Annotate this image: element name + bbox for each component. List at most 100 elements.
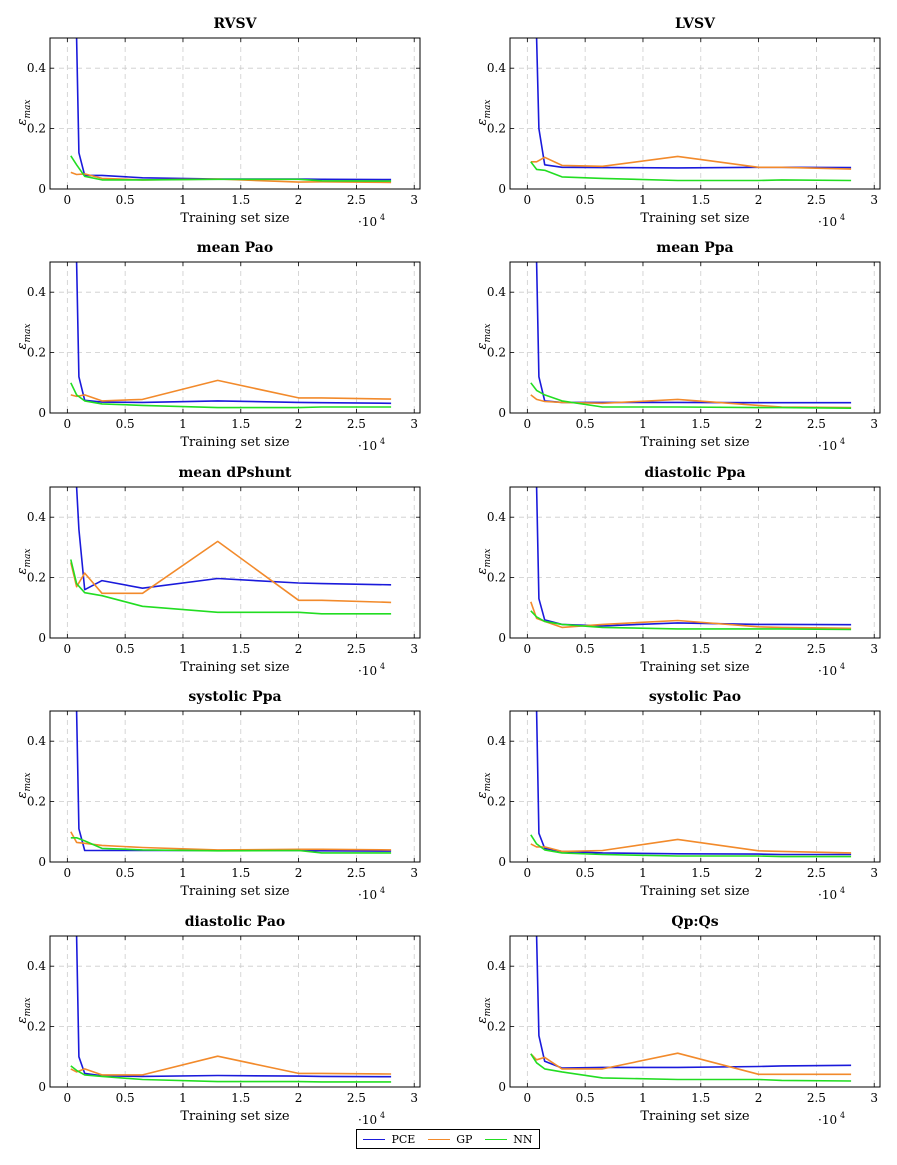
series-line-nn — [530, 834, 852, 858]
x-tick-label: 0 — [524, 1091, 532, 1105]
series-line-pce — [535, 487, 852, 627]
legend: PCE GP NN — [356, 1129, 540, 1149]
series-line-pce — [535, 38, 852, 169]
legend-swatch-gp — [428, 1138, 451, 1140]
x-tick-label: 2.5 — [807, 866, 826, 880]
x-tick-label: 2 — [755, 642, 763, 656]
y-tick-label: 0.4 — [27, 510, 46, 524]
x-scale-factor: ·10 — [818, 888, 837, 902]
x-tick-label: 3 — [410, 417, 418, 431]
y-tick-label: 0.2 — [487, 122, 506, 136]
series-line-nn — [70, 1065, 392, 1083]
x-scale-factor: ·10 — [818, 1113, 837, 1127]
series-line-pce — [535, 262, 852, 404]
series-group — [70, 38, 392, 184]
subplot: mean Ppa 0 0.5 1 1.5 2 2.5 3 0 0.2 0.4 Training set… — [475, 240, 881, 453]
x-tick-label: 0.5 — [576, 866, 595, 880]
series-line-gp — [70, 831, 392, 851]
x-tick-label: 0.5 — [576, 1091, 595, 1105]
y-axis-label-subscript: max — [23, 773, 33, 792]
plot-frame — [49, 935, 421, 1088]
y-axis-label-subscript: max — [23, 100, 33, 119]
y-tick-label: 0.2 — [27, 571, 46, 585]
subplot-title: Qp:Qs — [671, 914, 718, 930]
y-tick-label: 0 — [498, 631, 506, 645]
y-tick-label: 0.4 — [487, 959, 506, 973]
y-tick-label: 0 — [498, 1080, 506, 1094]
y-tick-label: 0.4 — [487, 61, 506, 75]
x-scale-exponent: 4 — [380, 1111, 385, 1120]
series-line-pce — [75, 936, 392, 1078]
x-scale-exponent: 4 — [840, 886, 845, 895]
series-line-nn — [530, 161, 852, 182]
subplot-title: systolic Pao — [649, 689, 741, 705]
x-tick-label: 2 — [295, 642, 303, 656]
x-tick-label: 1.5 — [231, 1091, 250, 1105]
y-axis-label-subscript: max — [483, 100, 493, 119]
y-tick-label: 0.4 — [27, 959, 46, 973]
legend-item-nn: NN — [485, 1133, 533, 1146]
plot-frame — [509, 935, 881, 1088]
series-line-gp — [530, 601, 852, 630]
x-tick-label: 1 — [639, 1091, 647, 1105]
y-axis-label: ε — [15, 568, 30, 575]
series-line-nn — [70, 155, 392, 182]
y-tick-label: 0.4 — [27, 734, 46, 748]
x-tick-label: 1.5 — [231, 417, 250, 431]
x-tick-label: 0.5 — [116, 417, 135, 431]
x-tick-label: 0.5 — [116, 1091, 135, 1105]
plot-frame — [509, 261, 881, 414]
y-tick-label: 0.4 — [487, 510, 506, 524]
series-line-gp — [70, 540, 392, 604]
y-axis-label: ε — [15, 1017, 30, 1024]
series-line-gp — [530, 1052, 852, 1076]
series-line-nn — [70, 559, 392, 615]
x-tick-label: 1 — [179, 193, 187, 207]
series-group — [530, 262, 852, 409]
x-tick-label: 2.5 — [347, 866, 366, 880]
y-axis-label-subscript: max — [483, 773, 493, 792]
subplot: RVSV 0 0.5 1 1.5 2 2.5 3 0 0.2 0.4 Training set siz… — [15, 16, 421, 229]
x-tick-label: 0 — [64, 1091, 72, 1105]
series-line-pce — [75, 711, 392, 852]
subplot-title: LVSV — [675, 16, 716, 32]
x-scale-exponent: 4 — [380, 213, 385, 222]
x-scale-exponent: 4 — [380, 886, 385, 895]
y-axis-label-subscript: max — [483, 549, 493, 568]
x-axis-label: Training set size — [640, 884, 750, 899]
x-tick-label: 3 — [410, 1091, 418, 1105]
x-tick-label: 1 — [639, 193, 647, 207]
x-tick-label: 2 — [755, 417, 763, 431]
y-tick-label: 0.4 — [487, 285, 506, 299]
y-tick-label: 0.4 — [27, 61, 46, 75]
x-tick-label: 0 — [524, 866, 532, 880]
series-line-gp — [530, 155, 852, 170]
x-tick-label: 3 — [870, 1091, 878, 1105]
x-tick-label: 3 — [870, 866, 878, 880]
legend-swatch-nn — [485, 1138, 508, 1140]
x-tick-label: 3 — [410, 642, 418, 656]
x-scale-exponent: 4 — [840, 437, 845, 446]
x-tick-label: 3 — [410, 193, 418, 207]
series-group — [70, 487, 392, 615]
subplot-title: RVSV — [214, 16, 258, 32]
series-group — [530, 487, 852, 631]
series-line-gp — [530, 394, 852, 409]
y-tick-label: 0.2 — [27, 122, 46, 136]
y-tick-label: 0.2 — [487, 346, 506, 360]
legend-item-gp: GP — [428, 1133, 472, 1146]
x-tick-label: 3 — [870, 193, 878, 207]
subplot-title: diastolic Ppa — [644, 465, 745, 481]
y-axis-label-subscript: max — [23, 324, 33, 343]
x-tick-label: 2.5 — [347, 642, 366, 656]
x-tick-label: 2.5 — [347, 193, 366, 207]
series-group — [70, 936, 392, 1083]
series-line-pce — [75, 262, 392, 405]
y-tick-label: 0 — [498, 406, 506, 420]
x-scale-factor: ·10 — [818, 215, 837, 229]
legend-label-pce: PCE — [391, 1132, 416, 1146]
